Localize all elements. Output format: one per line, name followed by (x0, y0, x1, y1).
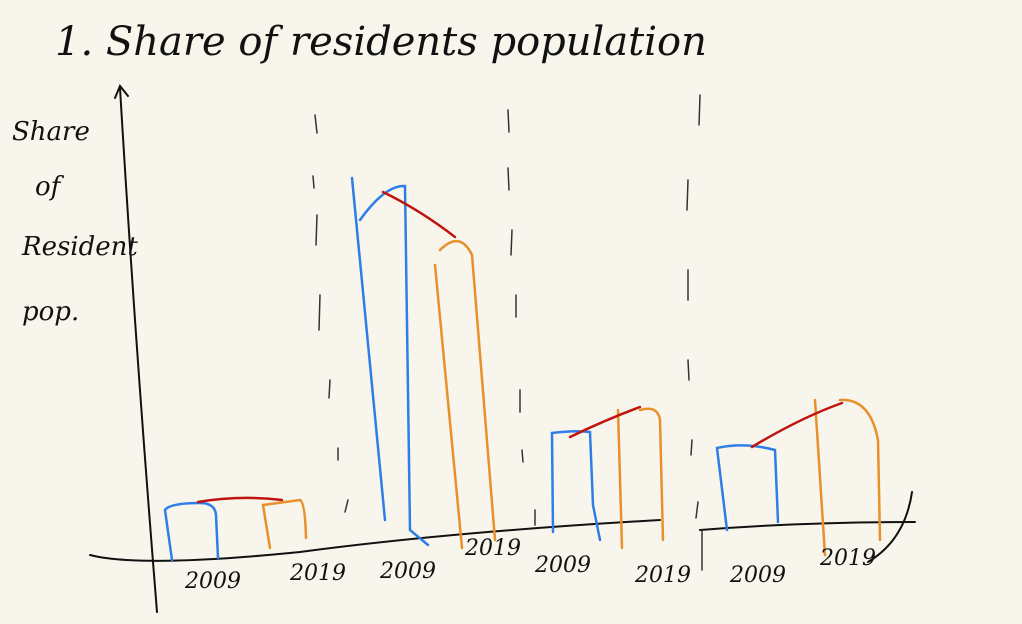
bar-group-4 (715, 398, 882, 557)
x-axis-end (867, 491, 913, 563)
tick-label: 2019 (464, 536, 521, 561)
tick-label: 2019 (819, 546, 876, 571)
ylabel-line-2: of (35, 172, 65, 202)
trend-arrow (196, 496, 284, 504)
tick-label: 2019 (289, 561, 346, 586)
trend-arrow (568, 405, 642, 439)
tick-label: 2009 (184, 569, 241, 594)
ylabel-line-1: Share (12, 117, 90, 147)
bar-2009 (715, 444, 780, 532)
ylabel-line-3: Resident (21, 232, 138, 262)
bar-group-2 (350, 176, 497, 550)
tick-label: 2009 (729, 563, 786, 588)
bar-2019 (433, 240, 497, 550)
tick-label: 2019 (634, 563, 691, 588)
chart-title: 1. Share of residents population (55, 19, 707, 65)
x-axis-right (699, 521, 916, 531)
bar-group-1 (163, 496, 308, 562)
group-separators (312, 94, 703, 571)
bar-2009 (350, 176, 430, 547)
x-axis (89, 519, 661, 562)
trend-arrow (381, 190, 457, 239)
trend-arrow (750, 401, 844, 449)
bar-group-3 (550, 405, 665, 550)
bar-2019 (261, 498, 308, 550)
tick-label: 2009 (534, 553, 591, 578)
y-axis (119, 87, 158, 613)
y-axis-arrow (114, 84, 129, 99)
axes (89, 84, 916, 613)
y-axis-label: Share of Resident pop. (12, 117, 138, 327)
x-tick-labels: 2009 2019 2009 2019 2009 2019 2009 2019 (184, 536, 876, 594)
ylabel-line-4: pop. (22, 297, 79, 327)
bar-2009 (163, 501, 220, 562)
bar-2009 (550, 429, 602, 542)
bar-2019 (813, 398, 882, 557)
tick-label: 2009 (379, 559, 436, 584)
bar-2019 (616, 407, 665, 550)
